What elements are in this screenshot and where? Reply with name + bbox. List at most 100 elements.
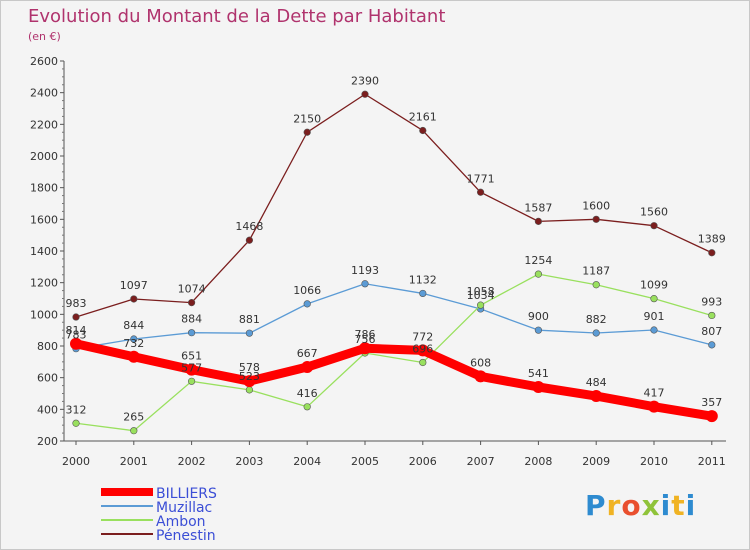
data-label: 881: [239, 313, 260, 326]
data-label: 1771: [467, 172, 495, 185]
data-label: 1132: [409, 273, 437, 286]
data-label: 1074: [178, 283, 206, 296]
data-point: [708, 249, 716, 257]
data-label: 1097: [120, 279, 148, 292]
data-point: [303, 300, 311, 308]
data-point: [245, 329, 253, 337]
y-tick-label: 1400: [30, 245, 58, 258]
data-point: [592, 281, 600, 289]
legend-label: BILLIERS: [156, 486, 217, 502]
data-label: 608: [470, 356, 491, 369]
data-label: 807: [701, 325, 722, 338]
data-label: 772: [412, 330, 433, 343]
data-label: 357: [701, 396, 722, 409]
data-label: 900: [528, 310, 549, 323]
y-tick-label: 200: [37, 435, 58, 448]
data-point: [705, 410, 718, 423]
data-label: 1193: [351, 264, 379, 277]
x-tick-label: 2007: [467, 455, 495, 468]
data-label: 882: [586, 313, 607, 326]
x-tick-label: 2001: [120, 455, 148, 468]
data-label: 2150: [293, 112, 321, 125]
data-label: 1254: [524, 254, 552, 267]
data-point: [72, 313, 80, 321]
x-tick-label: 2004: [293, 455, 321, 468]
data-label: 2390: [351, 74, 379, 87]
data-point: [650, 222, 658, 230]
x-tick-label: 2008: [524, 455, 552, 468]
data-point: [419, 289, 427, 298]
data-point: [474, 370, 487, 383]
series-line-billiers: [71, 339, 717, 421]
data-point: [416, 344, 429, 357]
series-line-muzillac: [75, 283, 713, 350]
data-point: [534, 270, 543, 278]
data-label: 983: [66, 297, 87, 310]
data-point: [245, 386, 253, 394]
data-point: [477, 301, 485, 309]
y-tick-label: 1000: [30, 308, 58, 321]
data-point: [648, 400, 660, 413]
data-point: [477, 188, 485, 196]
data-point: [130, 295, 138, 303]
x-tick-label: 2009: [582, 455, 610, 468]
data-label: 993: [701, 295, 722, 308]
data-point: [534, 326, 543, 334]
y-tick-label: 800: [37, 340, 58, 353]
data-point: [708, 311, 716, 320]
data-point: [303, 403, 311, 411]
data-label: 1389: [698, 233, 726, 246]
data-label: 814: [66, 324, 87, 337]
data-label: 1099: [640, 279, 668, 292]
data-point: [243, 375, 256, 388]
data-point: [245, 236, 253, 244]
x-tick-label: 2006: [409, 455, 437, 468]
y-tick-label: 1800: [30, 182, 58, 195]
y-tick-label: 2600: [30, 55, 58, 68]
x-tick-label: 2005: [351, 455, 379, 468]
data-label: 844: [123, 319, 144, 332]
legend-label: Pénestin: [156, 528, 216, 544]
y-tick-label: 2400: [30, 87, 58, 100]
data-point: [590, 390, 603, 403]
data-label: 265: [123, 411, 144, 424]
data-label: 523: [239, 370, 260, 383]
legend-label: Ambon: [156, 514, 206, 530]
data-point: [303, 128, 311, 136]
y-tick-label: 400: [37, 403, 58, 416]
data-point: [359, 342, 371, 355]
data-point: [130, 427, 138, 435]
data-label: 1600: [582, 199, 610, 212]
data-label: 1468: [235, 220, 263, 233]
data-label: 732: [123, 337, 144, 350]
y-tick-label: 2200: [30, 118, 58, 131]
y-tick-label: 1600: [30, 213, 58, 226]
data-point: [592, 215, 600, 223]
data-label: 2161: [409, 111, 437, 124]
data-point: [419, 126, 427, 135]
data-point: [650, 326, 658, 334]
data-label: 1187: [582, 265, 610, 278]
data-label: 578: [239, 361, 260, 374]
data-point: [130, 335, 138, 343]
data-label: 417: [644, 387, 665, 400]
data-label: 901: [644, 310, 665, 323]
data-label: 667: [297, 347, 318, 360]
data-label: 1587: [524, 201, 552, 214]
data-label: 783: [66, 329, 87, 342]
data-label: 577: [181, 361, 202, 374]
x-tick-label: 2002: [178, 455, 206, 468]
data-point: [361, 280, 369, 288]
chart-title: Evolution du Montant de la Dette par Hab…: [28, 6, 446, 27]
x-tick-label: 2010: [640, 455, 668, 468]
data-point: [72, 419, 80, 427]
data-label: 1066: [293, 284, 321, 297]
data-label: 786: [355, 328, 376, 341]
data-label: 756: [355, 333, 376, 346]
data-label: 1034: [467, 289, 495, 302]
series-line-ambon: [75, 273, 713, 432]
y-tick-label: 2000: [30, 150, 58, 163]
y-tick-label: 1200: [30, 277, 58, 290]
data-point: [185, 363, 198, 376]
